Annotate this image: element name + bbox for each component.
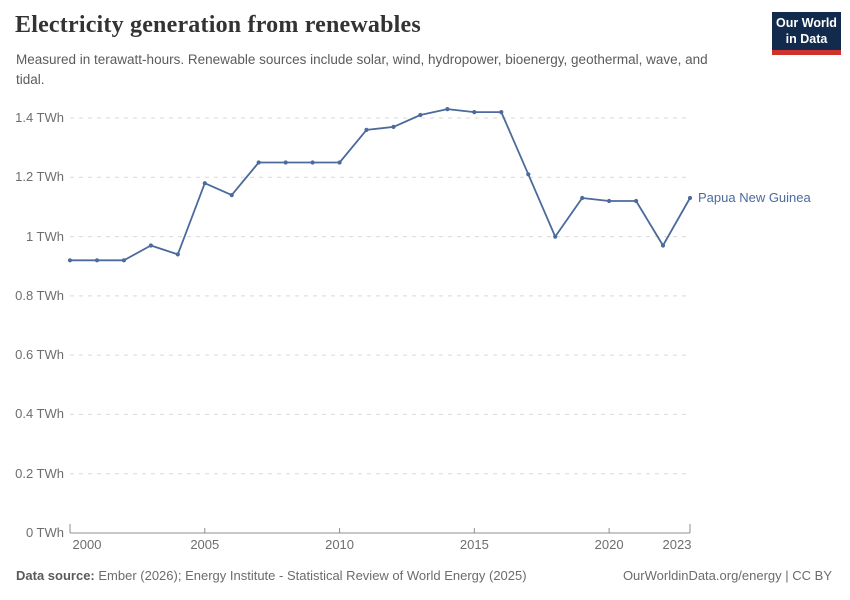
y-axis-label: 0.2 TWh (15, 465, 64, 481)
data-point[interactable] (391, 124, 396, 129)
data-point[interactable] (526, 172, 531, 177)
data-point[interactable] (256, 160, 261, 165)
data-point[interactable] (121, 258, 126, 263)
x-axis-label: 2023 (662, 537, 692, 552)
data-point[interactable] (607, 198, 612, 204)
data-point[interactable] (94, 258, 100, 263)
data-point[interactable] (553, 234, 558, 239)
data-point[interactable] (660, 243, 666, 248)
data-source-note: Data source: Ember (2026); Energy Instit… (16, 568, 527, 583)
x-axis-label: 2020 (594, 537, 624, 552)
x-axis-label: 2000 (72, 537, 102, 552)
y-axis-label: 0.4 TWh (15, 406, 64, 422)
data-point[interactable] (67, 258, 73, 263)
data-point[interactable] (418, 112, 423, 118)
data-point[interactable] (148, 243, 153, 248)
page-title: Electricity generation from renewables (15, 12, 421, 38)
data-point[interactable] (364, 127, 369, 132)
y-axis-label: 1.4 TWh (15, 110, 64, 125)
chart-subtitle: Measured in terawatt-hours. Renewable so… (16, 52, 708, 87)
y-axis-label: 1.2 TWh (15, 169, 64, 185)
data-point[interactable] (229, 193, 234, 198)
y-axis-label: 0.8 TWh (15, 287, 64, 303)
series-line[interactable] (69, 108, 691, 262)
chart-footer: Data source: Ember (2026); Energy Instit… (16, 568, 832, 583)
series-label-papua-new-guinea[interactable]: Papua New Guinea (698, 190, 811, 206)
x-axis-label: 2015 (459, 537, 489, 552)
data-source-label: Data source: (16, 568, 95, 583)
data-point[interactable] (634, 198, 639, 204)
data-point[interactable] (472, 110, 477, 115)
x-axis-label: 2010 (325, 537, 355, 552)
data-point[interactable] (687, 195, 693, 201)
data-point[interactable] (175, 252, 180, 257)
data-point[interactable] (499, 110, 504, 115)
data-point[interactable] (202, 181, 207, 186)
y-axis-label: 1 TWh (25, 228, 64, 244)
data-point[interactable] (445, 107, 450, 112)
data-point[interactable] (337, 160, 342, 165)
y-axis-label: 0 TWh (25, 525, 64, 540)
data-source-text: Ember (2026); Energy Institute - Statist… (94, 568, 527, 583)
y-axis-label: 0.6 TWh (15, 347, 64, 363)
owid-logo-line1: Our World (776, 15, 837, 30)
data-point[interactable] (580, 195, 585, 201)
owid-logo-line2: in Data (785, 32, 828, 46)
owid-logo[interactable]: Our World in Data (772, 12, 841, 55)
data-point[interactable] (310, 160, 315, 165)
owid-url-license[interactable]: OurWorldinData.org/energy | CC BY (622, 568, 832, 583)
x-axis-label: 2005 (190, 537, 220, 552)
data-point[interactable] (283, 160, 288, 165)
